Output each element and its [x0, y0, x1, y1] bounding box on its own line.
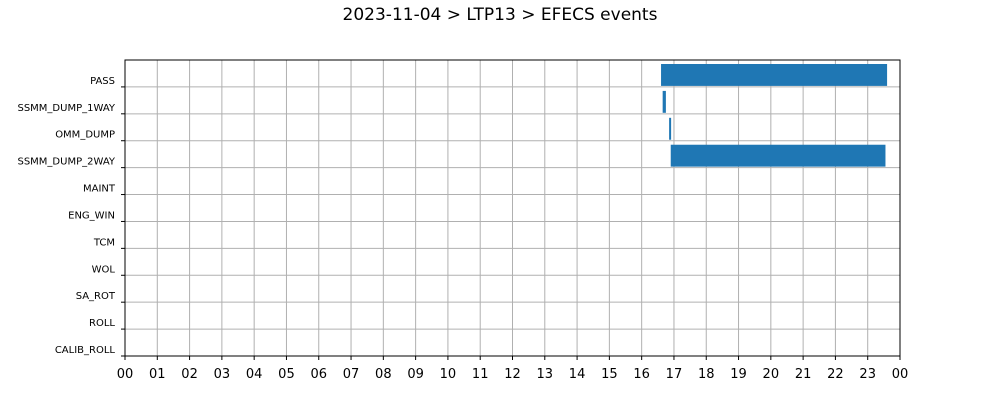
- x-tick-label: 23: [859, 367, 876, 382]
- x-tick-label: 11: [472, 367, 489, 382]
- y-tick-label: SSMM_DUMP_1WAY: [17, 103, 115, 114]
- x-tick-label: 20: [763, 367, 780, 382]
- x-tick-label: 00: [892, 367, 909, 382]
- x-tick-label: 18: [698, 367, 715, 382]
- y-tick-label: ENG_WIN: [68, 210, 115, 221]
- y-axis-labels: PASS SSMM_DUMP_1WAY OMM_DUMP SSMM_DUMP_2WAY…: [17, 76, 125, 357]
- x-tick-label: 12: [504, 367, 521, 382]
- x-tick-label: 08: [375, 367, 392, 382]
- y-tick-label: PASS: [90, 76, 115, 87]
- x-tick-label: 07: [343, 367, 360, 382]
- x-tick-label: 02: [181, 367, 198, 382]
- x-tick-label: 21: [795, 367, 812, 382]
- x-tick-label: 04: [246, 367, 263, 382]
- y-tick-label: CALIB_ROLL: [55, 345, 116, 356]
- x-tick-label: 05: [278, 367, 295, 382]
- event-bar-pass: [661, 64, 888, 86]
- y-tick-label: ROLL: [89, 318, 115, 329]
- y-tick-label: WOL: [92, 264, 116, 275]
- chart-title: 2023-11-04 > LTP13 > EFECS events: [342, 5, 658, 25]
- x-tick-label: 06: [310, 367, 327, 382]
- x-tick-label: 16: [633, 367, 650, 382]
- event-bar-ssmm-dump-1way: [662, 90, 666, 113]
- event-bar-omm-dump: [669, 117, 672, 140]
- x-tick-label: 15: [601, 367, 618, 382]
- y-tick-label: SA_ROT: [76, 291, 116, 302]
- x-tick-label: 00: [117, 367, 134, 382]
- x-tick-label: 19: [730, 367, 747, 382]
- x-tick-label: 17: [666, 367, 683, 382]
- event-bars: [661, 64, 888, 167]
- x-tick-label: 09: [407, 367, 424, 382]
- x-tick-label: 13: [537, 367, 554, 382]
- x-tick-label: 14: [569, 367, 586, 382]
- y-tick-label: SSMM_DUMP_2WAY: [17, 157, 115, 168]
- y-tick-label: OMM_DUMP: [55, 130, 115, 141]
- y-tick-label: MAINT: [83, 184, 116, 195]
- x-axis-labels: 00 01 02 03 04 05 06 07 08 09 10 11 12 13 14 15 16 17 18 19…: [117, 356, 909, 382]
- x-tick-label: 10: [440, 367, 457, 382]
- grid: [124, 60, 901, 356]
- x-tick-label: 01: [149, 367, 166, 382]
- y-tick-label: TCM: [93, 237, 115, 248]
- x-tick-label: 22: [827, 367, 844, 382]
- x-tick-label: 03: [214, 367, 231, 382]
- event-bar-ssmm-dump-2way: [670, 144, 886, 167]
